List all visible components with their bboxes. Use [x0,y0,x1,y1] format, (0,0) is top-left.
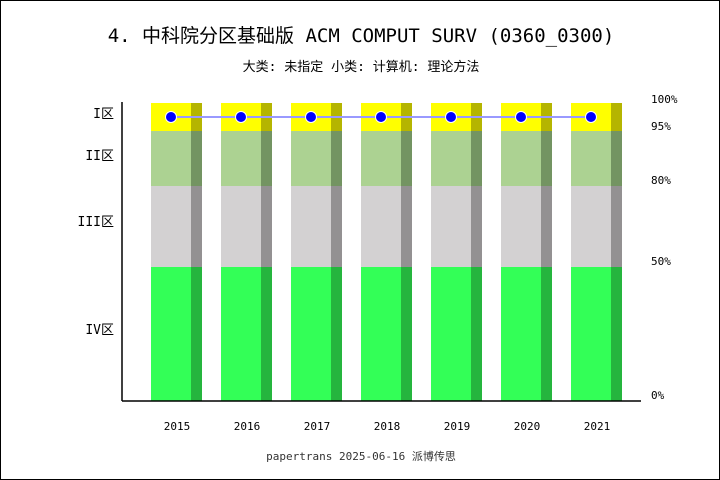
bar-2021-zone-2 [571,131,611,186]
chart-title: 4. 中科院分区基础版 ACM COMPUT SURV (0360_0300) [107,25,615,47]
data-point-2015 [165,111,177,123]
bar-shade-2019-zone-4 [471,267,482,401]
chart-subtitle: 大类: 未指定 小类: 计算机: 理论方法 [242,60,480,75]
bar-2016-zone-3 [221,186,261,267]
data-point-2018 [375,111,387,123]
bar-shade-2020-zone-3 [541,186,552,267]
data-point-2021 [585,111,597,123]
bar-2018-zone-2 [361,131,401,186]
x-tick-label: 2018 [373,420,401,433]
footer: papertrans 2025-06-16 派博传思 [266,450,456,463]
bar-shade-2015-zone-3 [191,186,202,267]
tick-50: 50% [651,255,671,268]
data-point-2019 [445,111,457,123]
bar-shade-2016-zone-3 [261,186,272,267]
bar-2019-zone-2 [431,131,471,186]
tick-100: 100% [651,93,678,106]
bar-shade-2021-zone-3 [611,186,622,267]
bar-2019-zone-4 [431,267,471,401]
x-tick-label: 2020 [513,420,541,433]
bar-2017-zone-3 [291,186,331,267]
bar-2021-zone-4 [571,267,611,401]
bar-2016-zone-2 [221,131,261,186]
bar-shade-2017-zone-3 [331,186,342,267]
bar-2015-zone-4 [151,267,191,401]
bar-shade-2021-zone-1 [611,103,622,131]
bar-2015-zone-3 [151,186,191,267]
bar-shade-2018-zone-3 [401,186,412,267]
x-tick-label: 2016 [233,420,261,433]
bar-2019-zone-3 [431,186,471,267]
x-tick-label: 2015 [163,420,191,433]
data-point-2016 [235,111,247,123]
x-tick-label: 2019 [443,420,471,433]
bar-shade-2017-zone-2 [331,131,342,186]
bar-2020-zone-3 [501,186,541,267]
bar-shade-2021-zone-4 [611,267,622,401]
zone-label-3: III区 [77,215,114,230]
bar-shade-2018-zone-2 [401,131,412,186]
bar-shade-2016-zone-2 [261,131,272,186]
bar-shade-2015-zone-2 [191,131,202,186]
bar-2018-zone-3 [361,186,401,267]
bar-shade-2019-zone-3 [471,186,482,267]
bar-shade-2017-zone-4 [331,267,342,401]
tick-0: 0% [651,389,665,402]
tick-80: 80% [651,174,671,187]
bar-shade-2020-zone-2 [541,131,552,186]
bar-shade-2020-zone-4 [541,267,552,401]
zone-label-1: I区 [93,107,114,122]
bar-2015-zone-2 [151,131,191,186]
bar-2017-zone-2 [291,131,331,186]
zone-label-2: II区 [85,149,114,164]
bar-shade-2021-zone-2 [611,131,622,186]
zone-label-4: IV区 [85,323,114,338]
x-tick-label: 2021 [583,420,611,433]
bar-2018-zone-4 [361,267,401,401]
bar-shade-2016-zone-4 [261,267,272,401]
bar-shade-2018-zone-4 [401,267,412,401]
bar-shade-2019-zone-2 [471,131,482,186]
bar-2020-zone-2 [501,131,541,186]
data-point-2017 [305,111,317,123]
bar-2017-zone-4 [291,267,331,401]
bar-2021-zone-3 [571,186,611,267]
bar-shade-2015-zone-4 [191,267,202,401]
bar-2020-zone-4 [501,267,541,401]
tick-95: 95% [651,120,671,133]
data-point-2020 [515,111,527,123]
x-tick-label: 2017 [303,420,331,433]
bar-2016-zone-4 [221,267,261,401]
